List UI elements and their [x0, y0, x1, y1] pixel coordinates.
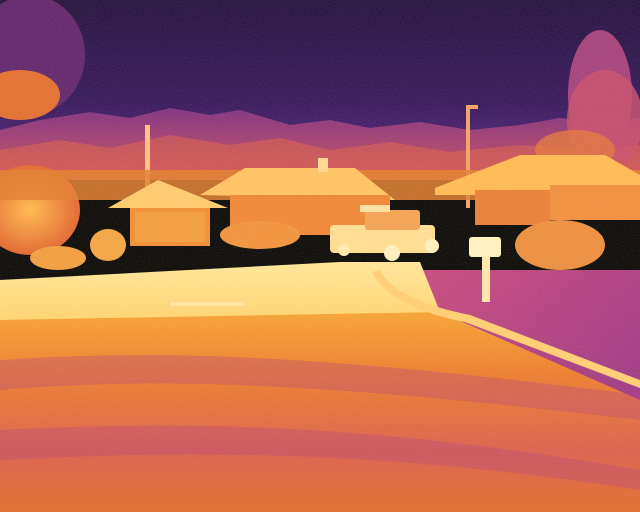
thermal-street-scene: [0, 0, 640, 512]
thermal-grain: [0, 0, 640, 512]
